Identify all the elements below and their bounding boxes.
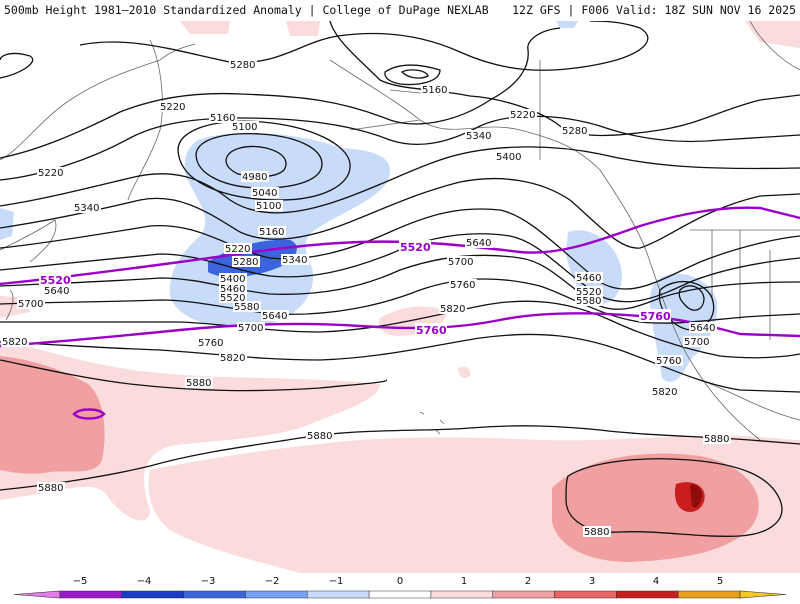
colorbar-swatch [183, 590, 246, 599]
colorbar-tick-label: 4 [653, 576, 659, 587]
height-contours [0, 21, 800, 537]
contour-label: 5340 [466, 131, 491, 142]
line-label-5520: 5520 [400, 241, 431, 254]
contour-label: 5640 [466, 238, 491, 249]
contour-label: 5640 [44, 286, 69, 297]
model-valid-time: 12Z GFS | F006 Valid: 18Z SUN NOV 16 202… [512, 3, 796, 17]
contour-label: 5280 [562, 126, 587, 137]
contour-label: 5220 [510, 110, 535, 121]
colorbar-swatch [307, 590, 370, 599]
colorbar-swatch [616, 590, 679, 599]
contour-label: 5220 [225, 244, 250, 255]
map-title: 500mb Height 1981–2010 Standardized Anom… [4, 3, 489, 17]
contour-label: 5580 [576, 296, 601, 307]
colorbar-tick-label: −4 [137, 576, 152, 587]
contour-label: 5640 [690, 323, 715, 334]
anomaly-map: 5280 5160 5220 5160 5100 4980 5040 5100 … [0, 21, 800, 573]
colorbar-swatch [59, 590, 123, 599]
contour-label: 5760 [198, 338, 223, 349]
contour-label: 5340 [282, 255, 307, 266]
colorbar-tick-label: −2 [265, 576, 280, 587]
colorbar-tick-label: 2 [525, 576, 531, 587]
contour-label: 5460 [220, 284, 245, 295]
contour-label: 5160 [210, 113, 235, 124]
colorbar-swatch [492, 590, 555, 599]
contour-label: 5100 [256, 201, 281, 212]
contour-label: 5340 [74, 203, 99, 214]
colorbar-tick-label: −1 [329, 576, 344, 587]
line-label-5760: 5760 [416, 324, 447, 337]
contour-label: 5580 [234, 302, 259, 313]
contour-label: 5880 [38, 483, 63, 494]
contour-label: 5220 [38, 168, 63, 179]
contour-label: 5880 [186, 378, 211, 389]
contour-label: 5820 [652, 387, 677, 398]
contour-label: 5400 [496, 152, 521, 163]
colorbar-swatch [554, 590, 617, 599]
contour-label: 5460 [576, 273, 601, 284]
contour-labels: 5280 5160 5220 5160 5100 4980 5040 5100 … [1, 59, 731, 538]
colorbar-swatch [739, 590, 787, 599]
contour-label: 5700 [18, 299, 43, 310]
contour-label: 5880 [584, 527, 609, 538]
map-header: 500mb Height 1981–2010 Standardized Anom… [0, 0, 800, 21]
contour-label: 5400 [220, 274, 245, 285]
colorbar-svg: −5 −4 −3 −2 −1 0 1 2 3 4 5 [13, 576, 787, 599]
contour-label: 5820 [440, 304, 465, 315]
contour-label: 5880 [307, 431, 332, 442]
colorbar-swatch [13, 590, 61, 599]
colorbar-swatch [677, 590, 741, 599]
colorbar-tick-label: −3 [201, 576, 216, 587]
colorbar-tick-label: 1 [461, 576, 467, 587]
colorbar-tick-label: 3 [589, 576, 595, 587]
contour-label: 5760 [656, 356, 681, 367]
colorbar-swatch [245, 590, 308, 599]
contour-label: 5880 [704, 434, 729, 445]
contour-label: 5820 [2, 337, 27, 348]
colorbar-tick-label: 0 [397, 576, 403, 587]
contour-label: 5520 [576, 287, 601, 298]
colorbar-tick-label: −5 [73, 576, 88, 587]
contour-label: 5700 [684, 337, 709, 348]
contour-label: 5760 [450, 280, 475, 291]
contour-label: 5700 [448, 257, 473, 268]
contour-label: 5160 [422, 85, 447, 96]
colorbar: −5 −4 −3 −2 −1 0 1 2 3 4 5 [0, 573, 800, 600]
colorbar-ticks: −5 −4 −3 −2 −1 0 1 2 3 4 5 [73, 576, 724, 587]
contour-label: 4980 [242, 172, 267, 183]
line-label-5760: 5760 [640, 310, 671, 323]
contour-label: 5100 [232, 122, 257, 133]
contour-label: 5160 [259, 227, 284, 238]
colorbar-tick-label: 5 [717, 576, 723, 587]
colorbar-swatch [368, 590, 432, 599]
negative-anomaly-shading [0, 21, 718, 382]
line-label-5520: 5520 [40, 274, 71, 287]
contour-label: 5040 [252, 188, 277, 199]
contour-label: 5280 [230, 60, 255, 71]
contour-label: 5640 [262, 311, 287, 322]
colorbar-swatch [430, 590, 493, 599]
contour-label: 5520 [220, 293, 245, 304]
reference-line-labels: 5520 5520 5760 5760 [39, 240, 671, 337]
contour-label: 5700 [238, 323, 263, 334]
contour-label: 5820 [220, 353, 245, 364]
contour-label: 5220 [160, 102, 185, 113]
colorbar-swatches [13, 590, 787, 599]
colorbar-swatch [121, 590, 184, 599]
contour-label: 5280 [233, 257, 258, 268]
